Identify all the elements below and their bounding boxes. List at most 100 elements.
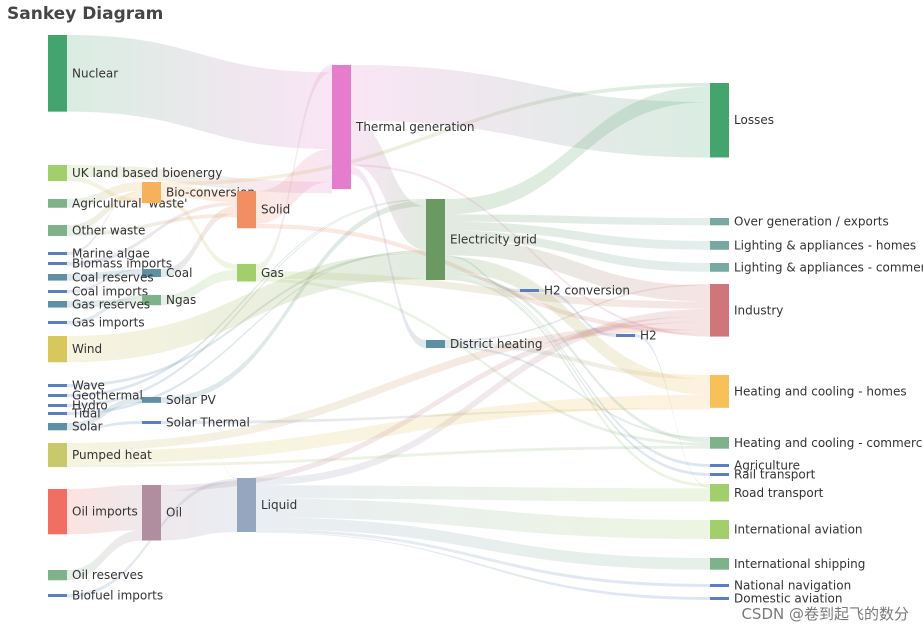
node-coal-imports[interactable]: Coal imports	[48, 285, 148, 299]
node-gas-imports[interactable]: Gas imports	[48, 316, 145, 330]
node-bar-coal-imports[interactable]	[48, 290, 67, 293]
node-over-generation-exports[interactable]: Over generation / exports	[710, 215, 889, 229]
node-rail-transport[interactable]: Rail transport	[710, 468, 816, 482]
node-bar-solid[interactable]	[237, 191, 256, 229]
link-pumped-heat-to-heating-and-cooling-commercial[interactable]	[67, 445, 710, 468]
node-heating-and-cooling-homes[interactable]: Heating and cooling - homes	[710, 375, 907, 408]
node-international-shipping[interactable]: International shipping	[710, 557, 865, 571]
link-gas-imports-to-ngas[interactable]	[67, 295, 142, 325]
node-bar-biofuel-imports[interactable]	[48, 594, 67, 597]
node-industry[interactable]: Industry	[710, 284, 783, 337]
link-bio-conversion-to-gas[interactable]	[161, 196, 237, 270]
link-marine-algae-to-bio-conversion[interactable]	[67, 190, 142, 255]
node-bar-gas[interactable]	[237, 264, 256, 282]
node-bar-oil-imports[interactable]	[48, 489, 67, 535]
node-bar-bio-conversion[interactable]	[142, 182, 161, 204]
node-bar-tidal[interactable]	[48, 412, 67, 415]
node-bar-thermal-generation[interactable]	[332, 65, 351, 190]
node-bar-international-aviation[interactable]	[710, 520, 729, 539]
node-bar-over-generation-exports[interactable]	[710, 218, 729, 226]
link-solar-to-solar-pv[interactable]	[67, 397, 142, 429]
link-tidal-to-electricity-grid[interactable]	[67, 250, 426, 415]
link-district-heating-to-heating-and-cooling-commercial[interactable]	[445, 345, 710, 440]
node-bar-heating-and-cooling-commercial[interactable]	[710, 437, 729, 449]
node-bar-coal[interactable]	[142, 269, 161, 278]
link-electricity-grid-to-over-generation-exports[interactable]	[445, 214, 710, 226]
node-bar-coal-reserves[interactable]	[48, 274, 67, 281]
link-electricity-grid-to-lighting-appliances-commercial[interactable]	[445, 230, 710, 272]
node-bar-industry[interactable]	[710, 284, 729, 337]
node-biofuel-imports[interactable]: Biofuel imports	[48, 589, 163, 603]
node-bar-gas-imports[interactable]	[48, 321, 67, 324]
node-oil-imports[interactable]: Oil imports	[48, 489, 138, 535]
node-bar-solar[interactable]	[48, 423, 67, 431]
link-nuclear-to-thermal-generation[interactable]	[67, 35, 332, 149]
link-liquid-to-international-shipping[interactable]	[256, 517, 710, 570]
node-bar-oil[interactable]	[142, 485, 161, 541]
node-bar-wind[interactable]	[48, 336, 67, 363]
link-electricity-grid-to-agriculture[interactable]	[445, 275, 710, 467]
link-electricity-grid-to-heating-and-cooling-homes[interactable]	[445, 256, 710, 395]
node-bar-domestic-aviation[interactable]	[710, 597, 729, 600]
link-bio-conversion-to-solid[interactable]	[161, 185, 237, 202]
node-bar-gas-reserves[interactable]	[48, 301, 67, 308]
link-pumped-heat-to-heating-and-cooling-homes[interactable]	[67, 394, 710, 465]
link-coal-imports-to-coal[interactable]	[67, 269, 142, 293]
node-bar-road-transport[interactable]	[710, 484, 729, 502]
node-bar-rail-transport[interactable]	[710, 473, 729, 476]
node-domestic-aviation[interactable]: Domestic aviation	[710, 592, 843, 606]
node-lighting-appliances-homes[interactable]: Lighting & appliances - homes	[710, 238, 916, 252]
link-gas-to-industry[interactable]	[256, 271, 710, 309]
node-solar-pv[interactable]: Solar PV	[142, 393, 217, 407]
node-solid[interactable]: Solid	[237, 191, 290, 229]
node-bar-marine-algae[interactable]	[48, 252, 67, 255]
node-bar-h2[interactable]	[616, 334, 635, 337]
node-lighting-appliances-commercial[interactable]: Lighting & appliances - commercial	[710, 260, 923, 274]
link-gas-reserves-to-ngas[interactable]	[67, 298, 142, 308]
node-bar-heating-and-cooling-homes[interactable]	[710, 375, 729, 408]
node-nuclear[interactable]: Nuclear	[48, 35, 118, 112]
node-h2-conversion[interactable]: H2 conversion	[520, 284, 630, 298]
node-bar-nuclear[interactable]	[48, 35, 67, 112]
node-thermal-generation[interactable]: Thermal generation	[332, 65, 475, 190]
link-other-waste-to-bio-conversion[interactable]	[67, 191, 142, 233]
link-h2-to-road-transport[interactable]	[635, 334, 710, 489]
node-bar-lighting-appliances-homes[interactable]	[710, 241, 729, 250]
link-electricity-grid-to-heating-and-cooling-commercial[interactable]	[445, 272, 710, 443]
link-ngas-to-gas[interactable]	[161, 269, 237, 306]
link-liquid-to-road-transport[interactable]	[256, 485, 710, 502]
link-electricity-grid-to-lighting-appliances-homes[interactable]	[445, 221, 710, 250]
node-tidal[interactable]: Tidal	[48, 407, 101, 421]
link-oil-to-industry[interactable]	[161, 316, 710, 491]
node-bar-biomass-imports[interactable]	[48, 262, 67, 265]
node-international-aviation[interactable]: International aviation	[710, 520, 863, 539]
link-thermal-generation-to-district-heating[interactable]	[351, 166, 426, 349]
node-h2[interactable]: H2	[616, 329, 657, 343]
node-ngas[interactable]: Ngas	[142, 293, 196, 307]
node-bar-solar-pv[interactable]	[142, 397, 161, 403]
link-agricultural-waste--to-bio-conversion[interactable]	[67, 182, 142, 208]
node-bar-losses[interactable]	[710, 83, 729, 158]
node-bar-wave[interactable]	[48, 384, 67, 387]
link-electricity-grid-to-rail-transport[interactable]	[445, 276, 710, 476]
node-bar-liquid[interactable]	[237, 478, 256, 533]
link-uk-land-based-bioenergy-to-thermal-generation[interactable]	[67, 165, 332, 194]
link-gas-to-thermal-generation[interactable]	[256, 65, 332, 272]
link-solar-pv-to-electricity-grid[interactable]	[161, 200, 426, 403]
link-h2-conversion-to-h2[interactable]	[539, 289, 616, 337]
link-thermal-generation-to-industry[interactable]	[351, 164, 710, 337]
node-road-transport[interactable]: Road transport	[710, 484, 824, 502]
node-oil-reserves[interactable]: Oil reserves	[48, 568, 143, 582]
node-agriculture[interactable]: Agriculture	[710, 459, 800, 473]
node-bar-electricity-grid[interactable]	[426, 199, 445, 281]
node-other-waste[interactable]: Other waste	[48, 223, 145, 237]
link-other-waste-to-solid[interactable]	[67, 213, 237, 236]
link-electricity-grid-to-road-transport[interactable]	[445, 277, 710, 487]
link-electricity-grid-to-industry[interactable]	[445, 239, 710, 302]
node-bar-national-navigation[interactable]	[710, 584, 729, 587]
node-hydro[interactable]: Hydro	[48, 399, 108, 413]
node-oil[interactable]: Oil	[142, 485, 182, 541]
node-bar-solar-thermal[interactable]	[142, 421, 161, 424]
link-district-heating-to-heating-and-cooling-homes[interactable]	[445, 341, 710, 380]
link-uk-land-based-bioenergy-to-bio-conversion[interactable]	[67, 176, 142, 204]
